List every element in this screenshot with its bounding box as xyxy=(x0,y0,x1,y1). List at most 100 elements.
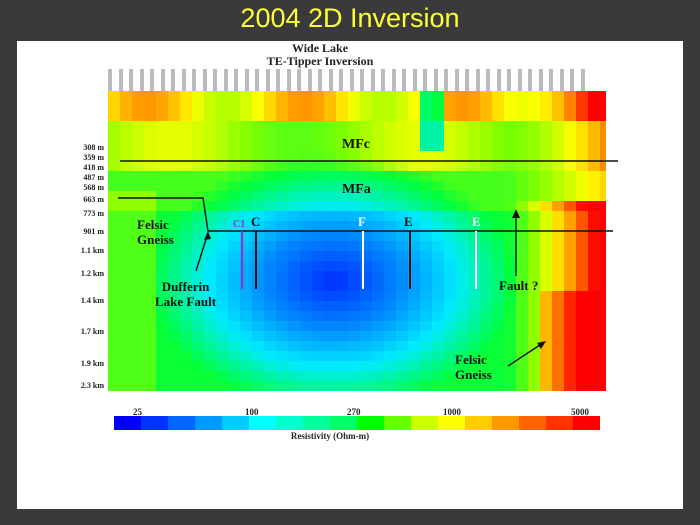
colorbar-swatch xyxy=(492,416,520,430)
station-marker xyxy=(423,69,427,91)
felsic-right-arrowhead xyxy=(537,341,546,349)
station-marker xyxy=(549,69,553,91)
station-marker xyxy=(234,69,238,91)
station-marker xyxy=(381,69,385,91)
station-marker xyxy=(118,69,123,91)
colorbar-swatch xyxy=(114,416,142,430)
plot-title-line-1: Wide Lake xyxy=(291,41,349,55)
station-marker xyxy=(517,69,522,91)
e1-label: E xyxy=(404,214,413,229)
depth-label: 487 m xyxy=(83,173,104,182)
mfa-label: MFa xyxy=(342,182,371,197)
colorbar-swatch xyxy=(222,416,250,430)
depth-label: 568 m xyxy=(83,183,104,192)
colorbar-swatch xyxy=(249,416,277,430)
mfc-label: MFc xyxy=(342,137,370,152)
e2-label: E xyxy=(472,214,481,229)
depth-label: 773 m xyxy=(83,209,104,218)
depth-label: 663 m xyxy=(83,195,104,204)
station-marker xyxy=(507,69,511,91)
colorbar-swatch xyxy=(465,416,493,430)
station-marker xyxy=(213,69,217,91)
station-marker xyxy=(465,69,469,91)
station-marker xyxy=(244,69,249,91)
f-label: F xyxy=(358,214,366,229)
station-marker xyxy=(349,69,354,91)
depth-label: 359 m xyxy=(83,153,104,162)
fault-arrowhead xyxy=(512,209,520,218)
station-marker xyxy=(559,69,564,91)
station-marker xyxy=(150,69,154,91)
station-markers xyxy=(108,69,593,91)
colorbar-swatch xyxy=(141,416,169,430)
colorbar-tick-100: 100 xyxy=(245,407,259,417)
colorbar-tick-5000: 5000 xyxy=(571,407,589,417)
station-marker xyxy=(297,69,301,91)
depth-label: 1.9 km xyxy=(80,359,104,368)
station-marker xyxy=(528,69,532,91)
station-marker xyxy=(570,69,574,91)
colorbar-tick-270: 270 xyxy=(347,407,361,417)
colorbar-swatch xyxy=(438,416,466,430)
plot-title-line-2: TE-Tipper Inversion xyxy=(266,54,374,68)
colorbar-tick-1000: 1000 xyxy=(443,407,461,417)
colorbar-swatch xyxy=(168,416,196,430)
station-marker xyxy=(402,69,406,91)
colorbar-swatch xyxy=(573,416,600,430)
colorbar-swatch xyxy=(276,416,304,430)
colorbar-swatch xyxy=(195,416,223,430)
station-marker xyxy=(496,69,501,91)
depth-label: 1.7 km xyxy=(80,327,104,336)
station-marker xyxy=(223,69,228,91)
station-marker xyxy=(286,69,291,91)
colorbar-swatch xyxy=(519,416,547,430)
depth-label: 418 m xyxy=(83,163,104,172)
station-marker xyxy=(139,69,144,91)
c1-label: C1 xyxy=(233,219,246,230)
resistivity-section xyxy=(108,91,606,391)
depth-label: 2.3 km xyxy=(80,381,104,390)
felsic-gneiss-left-label: Felsic Gneiss xyxy=(137,217,174,247)
station-marker xyxy=(580,69,585,91)
station-marker xyxy=(412,69,417,91)
station-marker xyxy=(255,69,259,91)
station-marker xyxy=(444,69,448,91)
dufferin-arrowhead xyxy=(204,231,211,240)
station-marker xyxy=(276,69,280,91)
station-marker xyxy=(391,69,396,91)
felsic-gneiss-right-label: Felsic Gneiss xyxy=(455,352,492,382)
station-marker xyxy=(307,69,312,91)
colorbar-label: Resistivity (Ohm-m) xyxy=(290,431,370,441)
colorbar-swatch xyxy=(546,416,574,430)
depth-label: 308 m xyxy=(83,143,104,152)
colorbar-swatch xyxy=(411,416,439,430)
station-marker xyxy=(475,69,480,91)
station-marker xyxy=(318,69,322,91)
colorbar xyxy=(114,416,600,430)
station-marker xyxy=(108,69,112,91)
colorbar-swatch xyxy=(384,416,412,430)
slide-title: 2004 2D Inversion xyxy=(240,3,460,33)
depth-label: 1.2 km xyxy=(80,269,104,278)
station-marker xyxy=(538,69,543,91)
depth-label: 1.1 km xyxy=(80,246,104,255)
station-marker xyxy=(454,69,459,91)
colorbar-swatch xyxy=(357,416,385,430)
depth-axis: 308 m 359 m 418 m 487 m 568 m 663 m 773 m 901 m… xyxy=(60,91,104,391)
colorbar-swatch xyxy=(330,416,358,430)
station-marker xyxy=(202,69,207,91)
station-marker xyxy=(171,69,175,91)
station-marker xyxy=(129,69,133,91)
station-marker xyxy=(486,69,490,91)
plot-title: Wide Lake TE-Tipper Inversion xyxy=(170,42,470,68)
depth-label: 901 m xyxy=(83,227,104,236)
station-marker xyxy=(160,69,165,91)
felsic-right-arrow xyxy=(507,342,544,367)
station-marker xyxy=(370,69,375,91)
colorbar-tick-25: 25 xyxy=(133,407,142,417)
station-marker xyxy=(181,69,186,91)
station-marker xyxy=(192,69,196,91)
station-marker xyxy=(265,69,270,91)
colorbar-swatch xyxy=(303,416,331,430)
depth-label: 1.4 km xyxy=(80,296,104,305)
